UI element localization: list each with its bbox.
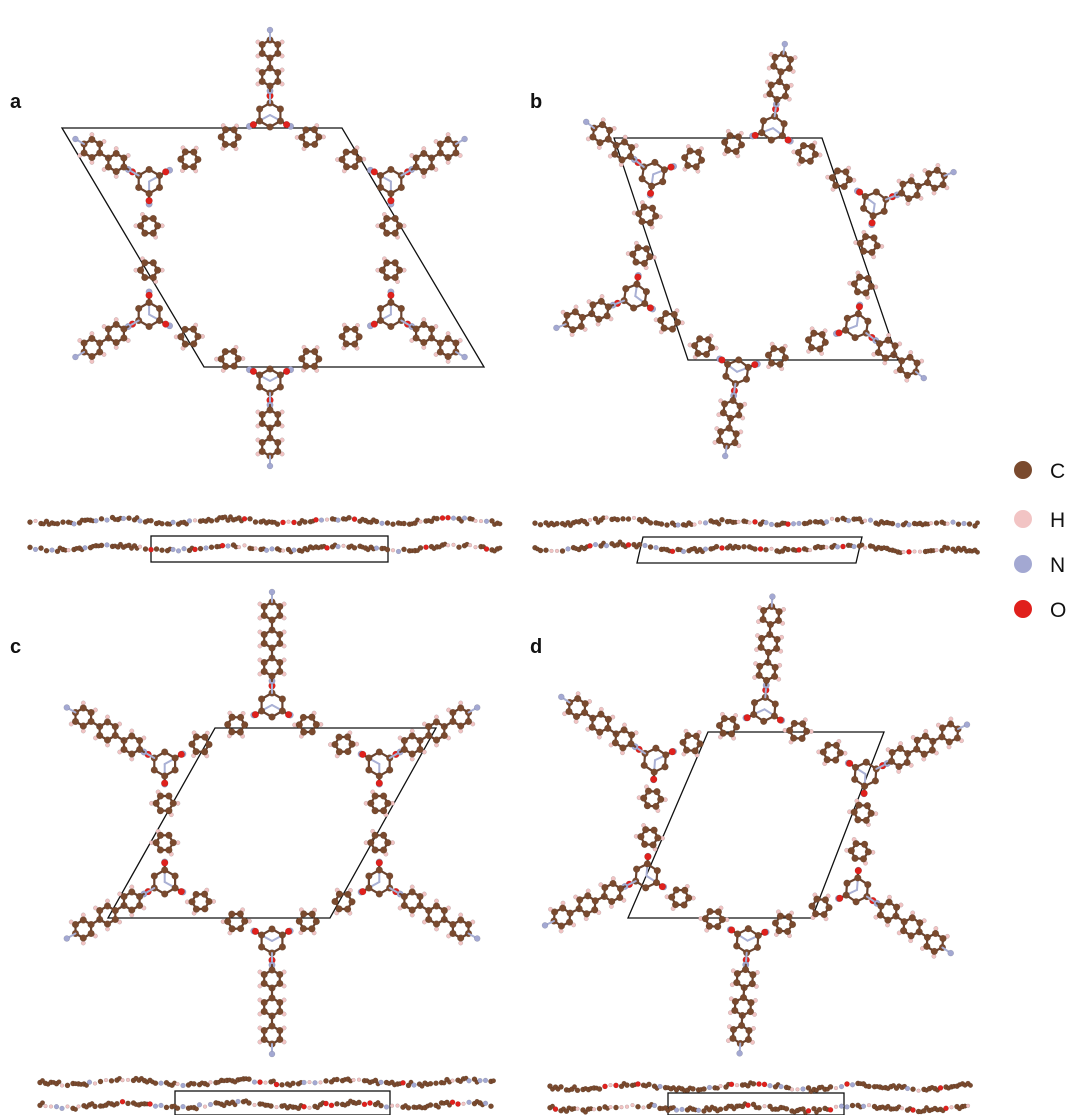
panel-a-top-view <box>60 26 486 470</box>
panel-c-layer-1 <box>37 1075 497 1089</box>
panel-b-side-view <box>532 515 981 564</box>
panel-b-layer-1 <box>532 515 981 529</box>
panel-a-layer-2 <box>27 541 503 555</box>
panel-b-framework <box>553 40 957 460</box>
legend-label-o: O <box>1050 599 1066 622</box>
panel-c-layer-2 <box>37 1098 494 1112</box>
legend-swatch-n <box>1014 555 1032 573</box>
panel-c-unit-cell <box>106 727 438 919</box>
legend-swatch-c <box>1014 461 1032 479</box>
panel-a-side-view <box>27 514 503 563</box>
panel-label-a: a <box>10 91 22 113</box>
panel-b-top-view <box>553 40 957 460</box>
legend-item-n: N <box>1014 554 1065 577</box>
panel-a-framework <box>72 26 468 470</box>
panel-c-framework <box>63 588 481 1058</box>
panel-a-layer-1 <box>27 514 503 528</box>
panel-b-layer-2 <box>532 539 981 556</box>
legend-item-h: H <box>1014 509 1065 532</box>
legend-label-c: C <box>1050 460 1065 483</box>
panel-b-side-cell <box>636 536 863 564</box>
panel-d-layer-1 <box>547 1080 974 1095</box>
panel-d-side-view <box>547 1080 974 1115</box>
panel-d-side-cell <box>667 1092 845 1115</box>
legend-item-o: O <box>1014 599 1066 622</box>
panel-d-layer-2 <box>547 1101 971 1115</box>
legend-swatch-o <box>1014 600 1032 618</box>
legend-item-c: C <box>1014 460 1065 483</box>
legend-label-n: N <box>1050 554 1065 577</box>
panel-label-d: d <box>530 636 542 658</box>
panel-label-c: c <box>10 636 21 658</box>
legend-swatch-h <box>1014 510 1032 528</box>
panel-d-framework <box>541 593 971 1057</box>
panel-c-side-cell <box>174 1090 391 1115</box>
panel-c-side-view <box>37 1075 497 1115</box>
panel-c-top-view <box>63 588 481 1058</box>
legend: C H N O <box>1014 460 1066 622</box>
legend-label-h: H <box>1050 509 1065 532</box>
panel-d-top-view <box>541 593 971 1057</box>
panel-label-b: b <box>530 91 542 113</box>
